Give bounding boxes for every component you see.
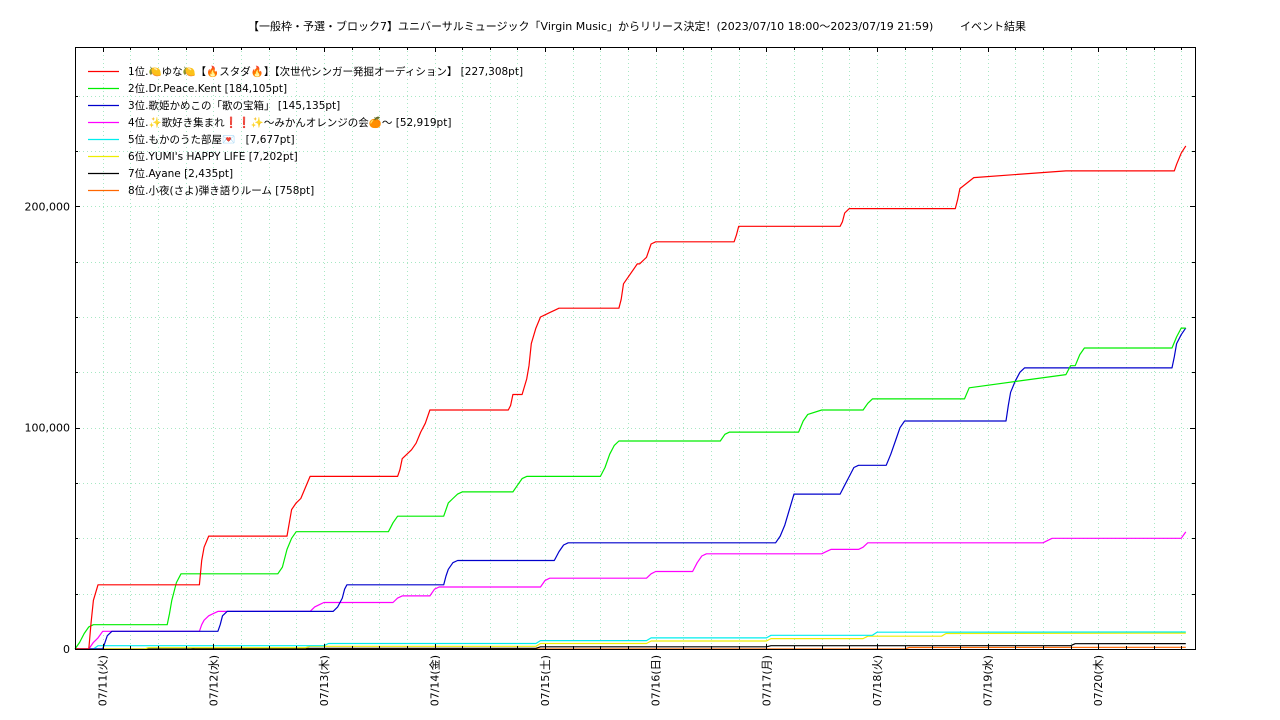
x-tick-label: 07/19(水) — [982, 655, 995, 706]
legend-entry: 1位.🍋ゆな🍋【🔥スタダ🔥】【次世代シンガー発掘オーディション】 [227,30… — [128, 65, 523, 78]
x-tick-label: 07/17(月) — [760, 655, 773, 706]
series-line — [75, 632, 1186, 650]
legend-entry: 3位.歌姫かめこの「歌の宝箱」 [145,135pt] — [128, 99, 340, 112]
series-line — [75, 642, 1186, 650]
y-tick-label: 100,000 — [25, 422, 71, 435]
legend-entry: 5位.もかのうた部屋💌 [7,677pt] — [128, 133, 295, 146]
legend-entry: 6位.YUMI's HAPPY LIFE [7,202pt] — [128, 150, 298, 163]
series-line — [75, 327, 1187, 650]
chart-subtitle: イベント結果 — [960, 19, 1026, 33]
y-tick-label: 200,000 — [25, 200, 71, 213]
chart-title: 【一般枠・予選・ブロック7】ユニバーサルミュージック「Virgin Music」… — [248, 19, 933, 33]
series-line — [75, 531, 1187, 650]
plot-frame — [75, 47, 1196, 650]
y-axis: 0 100,000 200,000 — [25, 96, 1195, 656]
legend-entry: 7位.Ayane [2,435pt] — [128, 167, 233, 180]
legend-entry: 8位.小夜(さよ)弾き語りルーム [758pt] — [128, 184, 314, 197]
legend: 1位.🍋ゆな🍋【🔥スタダ🔥】【次世代シンガー発掘オーディション】 [227,30… — [88, 65, 523, 197]
legend-entry: 2位.Dr.Peace.Kent [184,105pt] — [128, 82, 287, 95]
series-line — [74, 327, 1186, 650]
x-tick-label: 07/18(火) — [871, 655, 884, 706]
x-tick-label: 07/16(日) — [650, 655, 663, 706]
y-tick-label: 0 — [63, 643, 70, 656]
x-tick-label: 07/20(木) — [1092, 655, 1105, 706]
x-axis: 07/11(火) 07/12(水) 07/13(木) 07/14(金) 07/15(土)… — [75, 47, 1182, 706]
x-tick-label: 07/12(水) — [207, 655, 220, 706]
series-line — [75, 145, 1187, 650]
legend-entry: 4位.✨歌好き集まれ❗️❗️✨〜みかんオレンジの会🍊〜 [52,919pt] — [128, 116, 451, 129]
x-tick-label: 07/15(土) — [539, 655, 552, 706]
series-layer — [74, 145, 1187, 650]
x-tick-label: 07/13(木) — [318, 655, 331, 706]
series-line — [75, 631, 1186, 650]
x-tick-label: 07/14(金) — [428, 655, 442, 706]
x-tick-label: 07/11(火) — [97, 655, 110, 706]
grid-lines — [75, 47, 1195, 650]
